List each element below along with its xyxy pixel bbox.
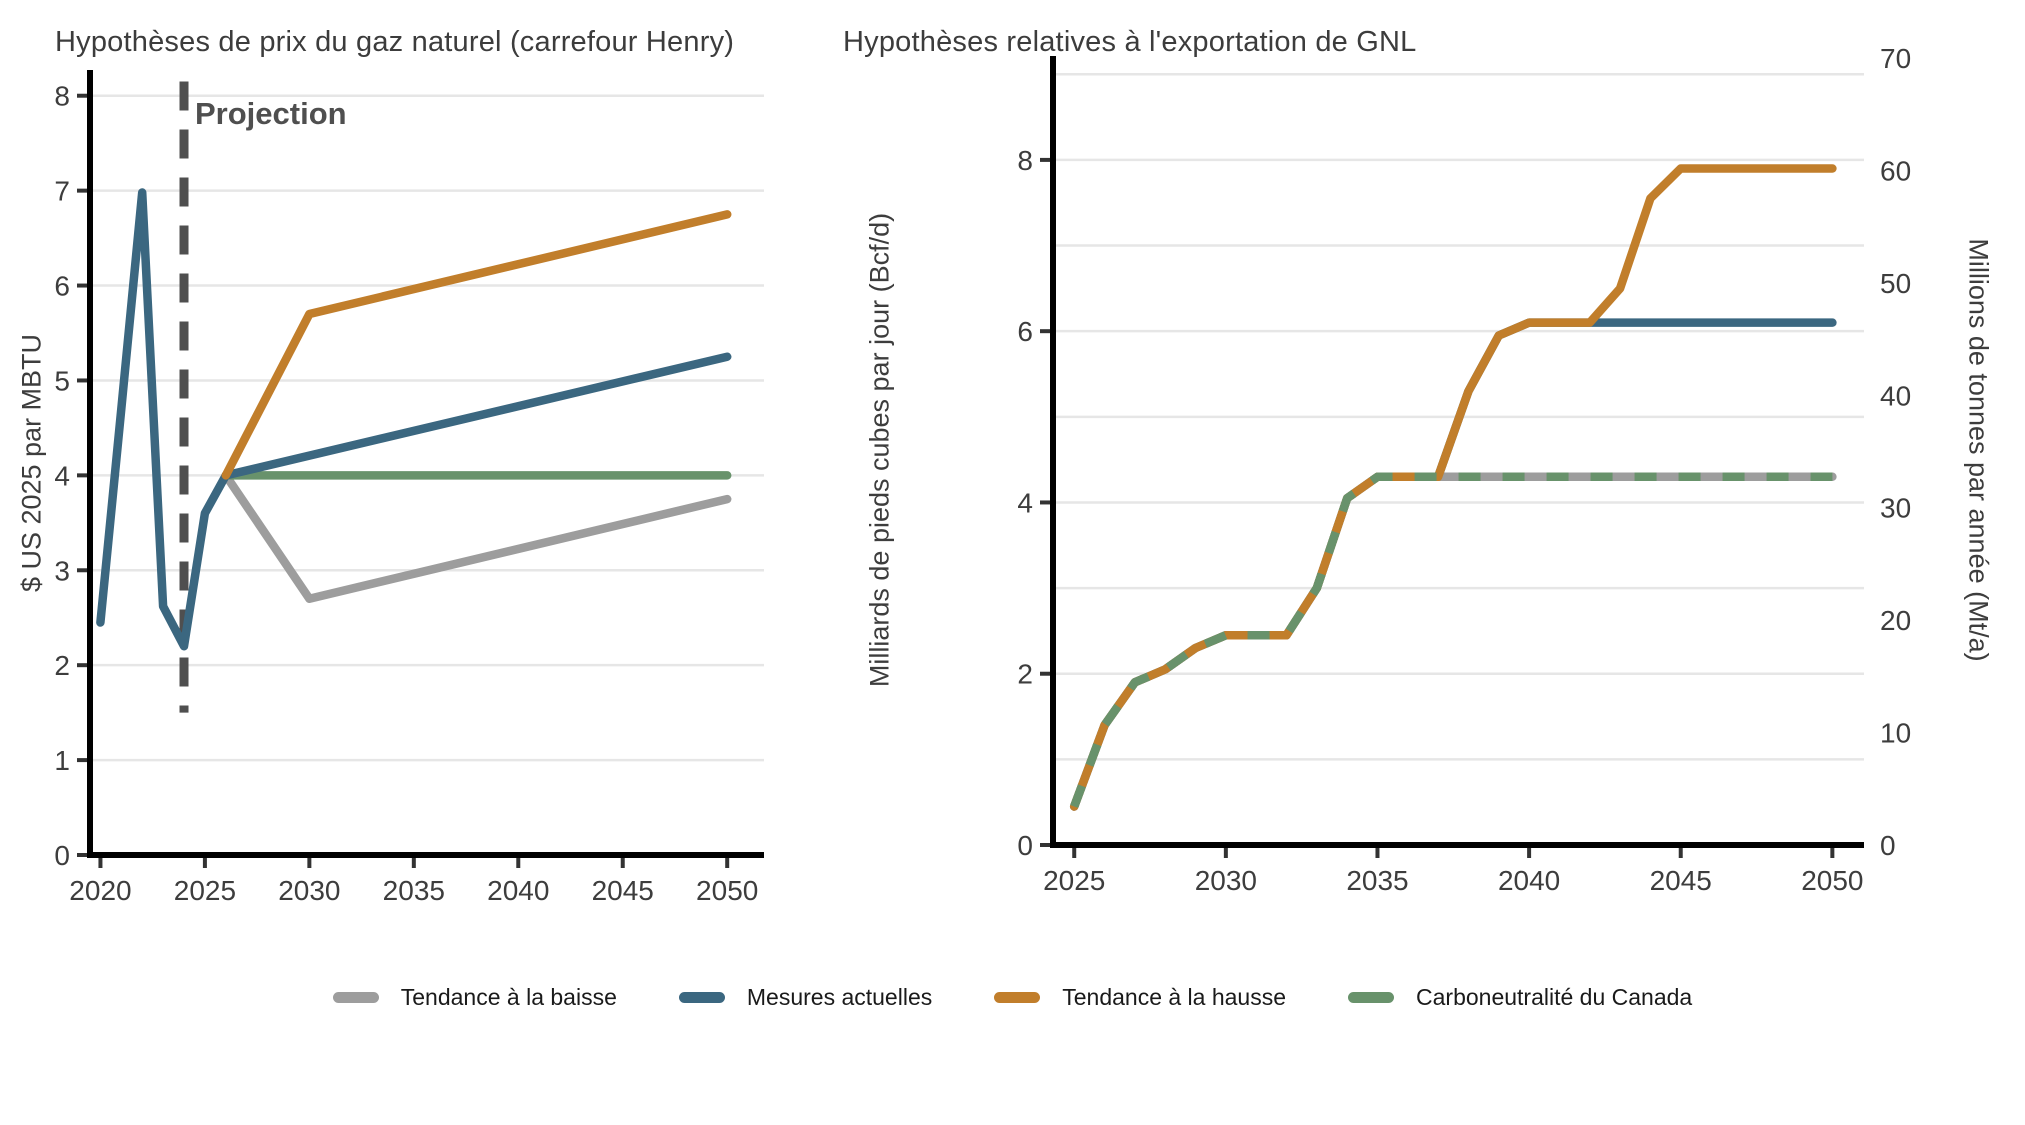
legend-item-hausse: Tendance à la hausse xyxy=(994,984,1286,1011)
legend: Tendance à la baisse Mesures actuelles Ten… xyxy=(0,972,2025,1022)
y-right-tick-label-50: 50 xyxy=(1880,268,1911,299)
y-right-tick-label-60: 60 xyxy=(1880,155,1911,186)
x-tick-label-2040: 2040 xyxy=(1498,865,1560,896)
legend-label-actuelles: Mesures actuelles xyxy=(746,983,933,1010)
y-tick-label-0: 0 xyxy=(54,840,70,871)
y-tick-label-4: 4 xyxy=(54,460,70,491)
y-tick-label-4: 4 xyxy=(1017,487,1033,518)
y-tick-label-2: 2 xyxy=(54,650,70,681)
legend-swatch-actuelles xyxy=(678,991,725,1003)
series-line-actuelles xyxy=(221,352,732,480)
legend-swatch-hausse xyxy=(994,991,1041,1003)
y-tick-label-8: 8 xyxy=(1017,145,1033,176)
x-tick-label-2040: 2040 xyxy=(487,875,549,906)
legend-item-baisse: Tendance à la baisse xyxy=(332,983,617,1011)
gas-price-chart-panel: Hypothèses de prix du gaz naturel (carre… xyxy=(0,0,800,910)
x-tick-label-2045: 2045 xyxy=(1650,865,1712,896)
series-line-hausse xyxy=(221,210,732,480)
x-tick-label-2035: 2035 xyxy=(383,875,445,906)
x-tick-label-2025: 2025 xyxy=(1043,865,1105,896)
x-tick-label-2035: 2035 xyxy=(1346,865,1408,896)
legend-item-actuelles: Mesures actuelles xyxy=(678,983,933,1011)
lng-export-chart-canvas: 2025 2030 2035 2040 2045 20500246801020304050… xyxy=(1017,43,1911,896)
series-line-baisse xyxy=(1069,472,1837,811)
y-tick-label-2: 2 xyxy=(1017,659,1033,690)
x-tick-label-2050: 2050 xyxy=(696,875,758,906)
x-tick-label-2030: 2030 xyxy=(278,875,340,906)
series-line-baisse xyxy=(221,471,732,603)
gas-price-chart-canvas: Projection 2020 2025 2030 2035 2040 2045 2050 0 1… xyxy=(54,70,764,906)
series-line-hausse xyxy=(1069,164,1837,811)
y-right-tick-label-70: 70 xyxy=(1880,43,1911,74)
y-right-tick-label-40: 40 xyxy=(1880,380,1911,411)
y-tick-label-3: 3 xyxy=(54,555,70,586)
y-right-tick-label-0: 0 xyxy=(1880,830,1896,861)
y-tick-label-6: 6 xyxy=(1017,316,1033,347)
y-right-tick-label-30: 30 xyxy=(1880,493,1911,524)
y-tick-label-7: 7 xyxy=(54,176,70,207)
y-right-tick-label-20: 20 xyxy=(1880,605,1911,636)
y-tick-label-8: 8 xyxy=(54,81,70,112)
legend-label-baisse: Tendance à la baisse xyxy=(400,983,617,1010)
y-tick-label-5: 5 xyxy=(54,365,70,396)
legend-label-carboneutralite: Carboneutralité du Canada xyxy=(1416,983,1693,1010)
lng-export-chart-title: Hypothèses relatives à l'exportation de … xyxy=(843,26,1417,58)
projection-label: Projection xyxy=(195,96,347,131)
y-right-tick-label-10: 10 xyxy=(1880,718,1911,749)
y-tick-label-0: 0 xyxy=(1017,830,1033,861)
legend-swatch-carboneutralite xyxy=(1348,991,1395,1003)
x-tick-label-2020: 2020 xyxy=(69,875,131,906)
legend-item-carboneutralite: Carboneutralité du Canada xyxy=(1348,984,1692,1011)
legend-label-hausse: Tendance à la hausse xyxy=(1062,983,1287,1010)
lng-export-chart-panel: Hypothèses relatives à l'exportation de … xyxy=(800,0,2025,910)
series-line-actuelles xyxy=(1069,318,1837,811)
x-tick-label-2025: 2025 xyxy=(174,875,236,906)
gas-price-chart-title: Hypothèses de prix du gaz naturel (carre… xyxy=(55,26,735,58)
x-tick-label-2045: 2045 xyxy=(592,875,654,906)
x-tick-label-2030: 2030 xyxy=(1195,865,1257,896)
y-tick-label-1: 1 xyxy=(54,745,70,776)
x-tick-label-2050: 2050 xyxy=(1801,865,1863,896)
legend-swatch-baisse xyxy=(332,991,379,1003)
series-line-historique xyxy=(96,188,231,651)
y-tick-label-6: 6 xyxy=(54,271,70,302)
series-line-carboneutralite xyxy=(1070,472,1833,808)
